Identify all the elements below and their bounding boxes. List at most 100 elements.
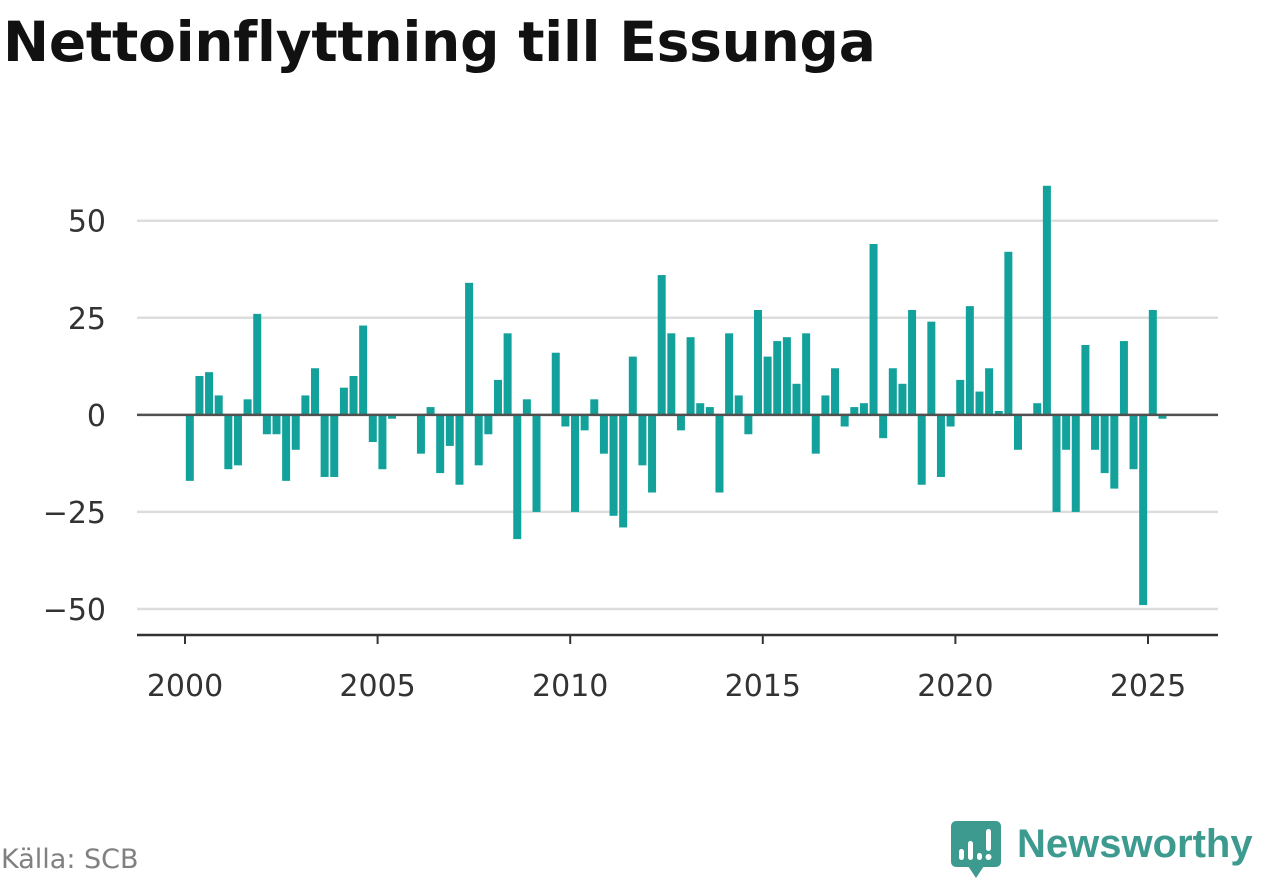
bar bbox=[657, 275, 666, 415]
bar bbox=[734, 395, 743, 415]
bar bbox=[522, 399, 531, 415]
bar bbox=[301, 395, 310, 415]
bar bbox=[513, 414, 522, 540]
bar bbox=[571, 414, 580, 512]
x-tick-label: 2015 bbox=[725, 669, 801, 704]
bar bbox=[484, 414, 493, 435]
bar bbox=[1091, 414, 1100, 450]
gridlines bbox=[137, 219, 1218, 611]
bar bbox=[609, 414, 618, 516]
bar bbox=[696, 403, 705, 415]
logo-bar bbox=[986, 829, 991, 851]
bar bbox=[1004, 251, 1013, 415]
bar bbox=[185, 414, 194, 481]
bar bbox=[869, 244, 878, 415]
bar bbox=[590, 399, 599, 415]
bar bbox=[802, 333, 811, 415]
bar bbox=[503, 333, 512, 415]
logo-bar bbox=[977, 853, 982, 860]
bar bbox=[262, 414, 271, 435]
bar bbox=[725, 333, 734, 415]
bar bbox=[493, 379, 502, 415]
bar bbox=[1042, 185, 1051, 415]
x-tick-label: 2025 bbox=[1110, 669, 1186, 704]
bar bbox=[619, 414, 628, 528]
bar bbox=[416, 414, 425, 454]
bar bbox=[1158, 414, 1167, 419]
bar bbox=[821, 395, 830, 415]
bar bbox=[455, 414, 464, 485]
bar bbox=[426, 407, 435, 415]
bar bbox=[1100, 414, 1109, 474]
bar bbox=[368, 414, 377, 443]
bar bbox=[965, 306, 974, 415]
bar bbox=[994, 410, 1003, 415]
bar bbox=[985, 368, 994, 415]
bar bbox=[831, 368, 840, 415]
logo-bar bbox=[959, 849, 964, 860]
bar bbox=[436, 414, 445, 474]
bar bbox=[291, 414, 300, 450]
bar bbox=[224, 414, 233, 470]
bar bbox=[667, 333, 676, 415]
bar bbox=[1110, 414, 1119, 489]
bar bbox=[898, 383, 907, 415]
bar bbox=[628, 356, 637, 415]
bar bbox=[917, 414, 926, 485]
bar bbox=[686, 337, 695, 415]
x-tick-label: 2005 bbox=[339, 669, 415, 704]
bar bbox=[253, 313, 262, 415]
bar bbox=[214, 395, 223, 415]
bar bbox=[811, 414, 820, 454]
bar bbox=[1033, 403, 1042, 415]
bars bbox=[185, 185, 1167, 606]
y-tick-label: 25 bbox=[68, 302, 106, 337]
bar bbox=[773, 341, 782, 415]
newsworthy-logo-icon bbox=[951, 821, 1001, 878]
y-tick-label: 0 bbox=[87, 399, 106, 434]
bar bbox=[859, 403, 868, 415]
bar bbox=[792, 383, 801, 415]
x-tick-label: 2010 bbox=[532, 669, 608, 704]
bar bbox=[850, 407, 859, 415]
bar bbox=[561, 414, 570, 427]
bar bbox=[753, 310, 762, 415]
bar bbox=[1148, 310, 1157, 415]
bar bbox=[638, 414, 647, 466]
bar bbox=[715, 414, 724, 493]
bar bbox=[205, 372, 214, 415]
newsworthy-logo-text: Newsworthy bbox=[1017, 822, 1253, 866]
bar bbox=[465, 282, 474, 415]
logo-bar bbox=[968, 841, 973, 860]
bar bbox=[763, 356, 772, 415]
bar bbox=[744, 414, 753, 435]
chart: 50 25 0 −25 −50 2000 2005 2010 2015 2020 2025 bbox=[43, 185, 1218, 704]
bar bbox=[580, 414, 589, 431]
bar bbox=[243, 399, 252, 415]
bar bbox=[1071, 414, 1080, 512]
bar bbox=[233, 414, 242, 466]
bar bbox=[956, 379, 965, 415]
bar bbox=[1052, 414, 1061, 512]
chart-title: Nettoinflyttning till Essunga bbox=[3, 10, 876, 74]
y-tick-label: −50 bbox=[43, 593, 106, 628]
x-tick-label: 2020 bbox=[917, 669, 993, 704]
logo-bubble bbox=[951, 821, 1001, 867]
bar bbox=[840, 414, 849, 427]
bar bbox=[532, 414, 541, 512]
bar bbox=[359, 325, 368, 415]
logo-dot bbox=[985, 854, 992, 860]
bar bbox=[599, 414, 608, 454]
bar bbox=[339, 387, 348, 415]
bar bbox=[879, 414, 888, 439]
bar bbox=[676, 414, 685, 431]
bar bbox=[320, 414, 329, 477]
bar bbox=[349, 376, 358, 415]
y-tick-label: −25 bbox=[43, 496, 106, 531]
bar bbox=[927, 321, 936, 415]
bar bbox=[705, 407, 714, 415]
bar bbox=[272, 414, 281, 435]
bar bbox=[975, 391, 984, 415]
logo-bubble-tail bbox=[968, 866, 984, 878]
bar bbox=[1139, 414, 1148, 606]
